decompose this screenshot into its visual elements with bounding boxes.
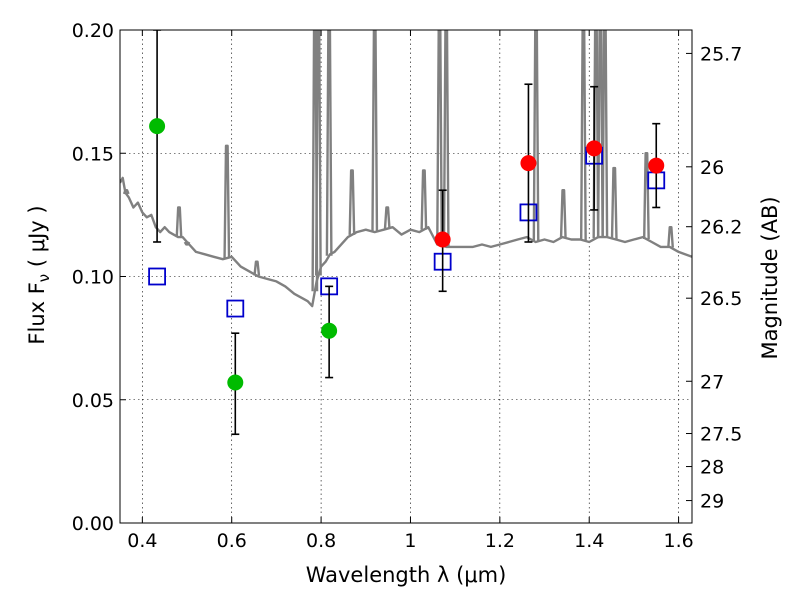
- emission-line: [223, 144, 231, 259]
- emission-line: [183, 241, 191, 246]
- emission-line: [436, 30, 443, 246]
- y-tick-label: 0.00: [72, 513, 114, 535]
- x-tick-label: 1: [404, 530, 416, 552]
- filled-circle-marker: [149, 118, 166, 135]
- emission-line: [420, 169, 428, 230]
- emission-line: [253, 260, 261, 276]
- axis-ticks: 0.4 0.6 0.8 1 1.2 1.4 1.6 0.00 0.05 0.10 0.15 0.20 2…: [72, 20, 743, 552]
- filled-circle-marker: [520, 155, 537, 172]
- emission-line: [371, 30, 379, 233]
- magnitude-tick-label: 26: [700, 157, 724, 179]
- spectrum-series: [120, 30, 692, 308]
- filled-circle-marker: [227, 374, 244, 391]
- emission-line: [122, 189, 130, 195]
- magnitude-tick-label: 25.7: [700, 43, 742, 65]
- magnitude-tick-label: 27: [700, 371, 724, 393]
- emission-line: [314, 30, 322, 276]
- magnitude-tick-label: 28: [700, 457, 724, 479]
- plot-frame: [119, 29, 693, 524]
- magnitude-tick-label: 29: [700, 491, 724, 513]
- emission-line: [559, 189, 567, 238]
- x-tick-label: 0.6: [217, 530, 247, 552]
- open-square-marker: [226, 299, 245, 318]
- filled-circle-marker: [648, 157, 665, 174]
- x-tick-label: 1.6: [663, 530, 693, 552]
- emission-line: [348, 169, 356, 235]
- emission-line: [532, 30, 540, 242]
- y-axis-label: Flux Fν ( μJy ): [25, 205, 53, 344]
- plot-content: [120, 30, 692, 436]
- emission-line: [579, 30, 587, 241]
- emission-line: [383, 206, 391, 229]
- emission-line: [175, 206, 183, 238]
- y-tick-label: 0.05: [72, 390, 114, 412]
- x-tick-label: 1.4: [574, 530, 604, 552]
- filled-circle-marker: [434, 231, 451, 248]
- x-tick-label: 1.2: [485, 530, 515, 552]
- emission-line: [642, 152, 650, 240]
- y-tick-label: 0.20: [72, 20, 114, 42]
- emission-line: [667, 225, 674, 248]
- emission-line: [596, 30, 604, 238]
- right-axis-label: Magnitude (AB): [758, 196, 782, 359]
- marker-series: [148, 30, 666, 436]
- x-tick-label: 0.4: [127, 530, 157, 552]
- magnitude-tick-label: 26.5: [700, 288, 742, 310]
- y-axis-label-subscript: ν: [35, 274, 53, 282]
- magnitude-tick-label: 27.5: [700, 424, 742, 446]
- y-axis-label-unit: ( μJy ): [25, 205, 49, 273]
- y-tick-label: 0.15: [72, 143, 114, 165]
- y-axis-label-main: Flux F: [25, 282, 49, 344]
- y-tick-label: 0.10: [72, 267, 114, 289]
- emission-line: [442, 30, 450, 247]
- emission-line: [610, 166, 618, 240]
- emission-line: [325, 30, 333, 256]
- magnitude-tick-label: 26.2: [700, 217, 742, 239]
- x-axis-label: Wavelength λ (μm): [306, 563, 507, 587]
- x-tick-label: 0.8: [306, 530, 336, 552]
- filled-circle-marker: [321, 322, 338, 339]
- open-square-marker: [148, 267, 166, 286]
- emission-line: [601, 30, 609, 238]
- filled-circle-marker: [586, 140, 603, 157]
- spectrum-continuum-line: [120, 176, 692, 308]
